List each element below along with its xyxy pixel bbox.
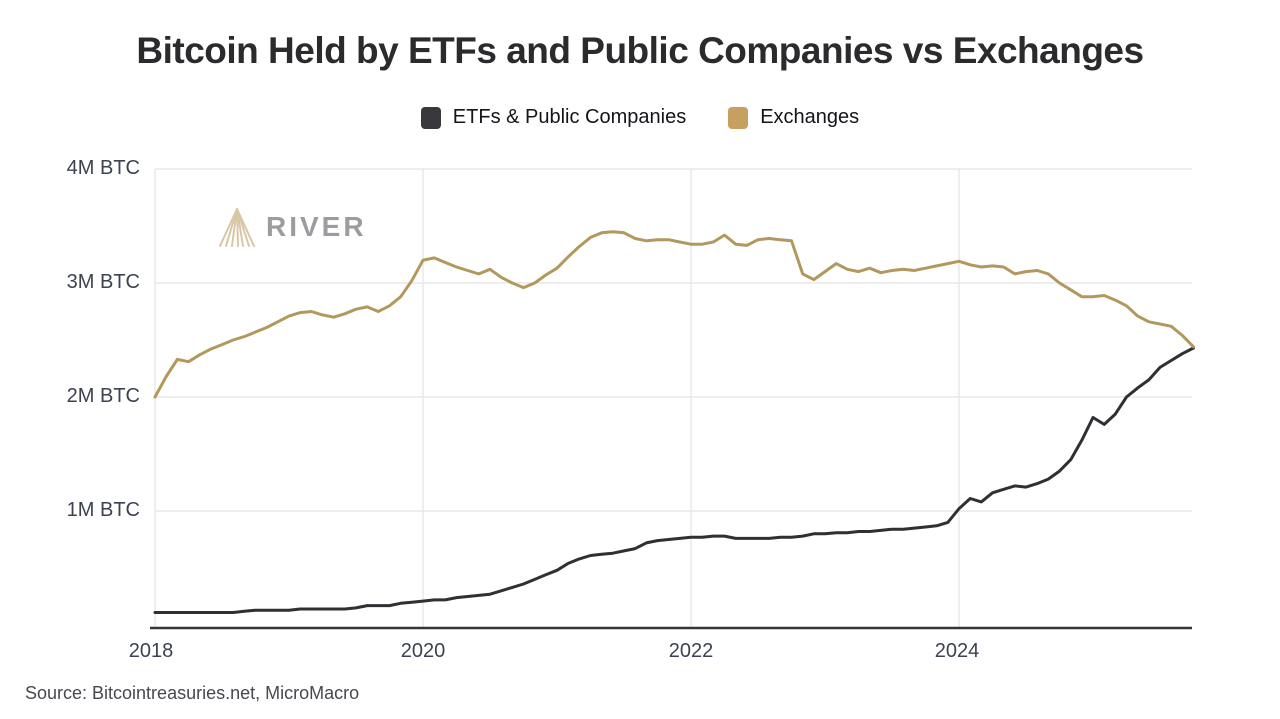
x-axis-tick-2018: 2018 — [128, 640, 174, 662]
river-watermark: RIVER — [218, 206, 367, 248]
y-axis-tick-4m: 4M BTC — [66, 157, 140, 179]
legend-label-etfs: ETFs & Public Companies — [452, 106, 687, 128]
y-axis-tick-2m: 2M BTC — [66, 385, 140, 407]
legend-item-etfs: ETFs & Public Companies — [420, 106, 687, 129]
legend-item-exchanges: Exchanges — [728, 106, 859, 129]
y-axis-tick-1m: 1M BTC — [66, 499, 140, 521]
source-attribution: Source: Bitcointreasuries.net, MicroMacr… — [25, 683, 360, 703]
legend-swatch-exchanges-icon — [728, 106, 749, 129]
legend-label-exchanges: Exchanges — [760, 106, 860, 128]
legend: ETFs & Public Companies Exchanges — [0, 106, 1280, 129]
river-watermark-text: RIVER — [266, 211, 367, 242]
y-axis-tick-3m: 3M BTC — [66, 271, 140, 293]
chart-title: Bitcoin Held by ETFs and Public Companie… — [136, 30, 1144, 71]
x-axis-tick-2020: 2020 — [400, 640, 446, 662]
river-delta-fan-icon — [219, 208, 255, 247]
x-axis-tick-2022: 2022 — [668, 640, 714, 662]
series-line-exchanges — [153, 230, 1195, 399]
x-axis-tick-2024: 2024 — [934, 640, 980, 662]
series-line-etfs-public-companies — [153, 346, 1195, 614]
legend-swatch-etfs-icon — [420, 106, 441, 129]
